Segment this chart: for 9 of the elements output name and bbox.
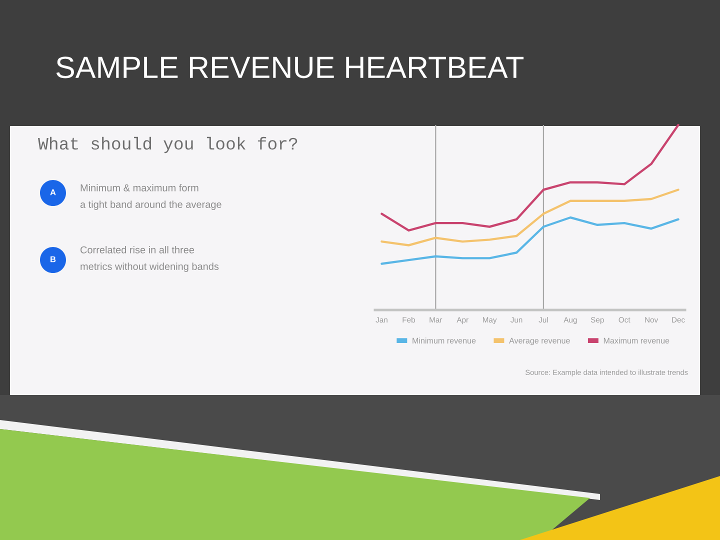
text: B: [50, 256, 56, 262]
text: What should you look for?: [38, 136, 298, 154]
text: Correlated rise in all three metrics without widening bands: [80, 246, 219, 272]
legend-label: Minimum revenue: [412, 338, 476, 344]
text: A: [50, 189, 56, 196]
legend-label: Maximum revenue: [604, 338, 670, 344]
legend-label: Average revenue: [509, 338, 570, 346]
chart-title: SAMPLE REVENUE HEARTBEAT: [56, 56, 524, 78]
text: Minimum & maximum form a tight band around the average: [80, 184, 222, 210]
